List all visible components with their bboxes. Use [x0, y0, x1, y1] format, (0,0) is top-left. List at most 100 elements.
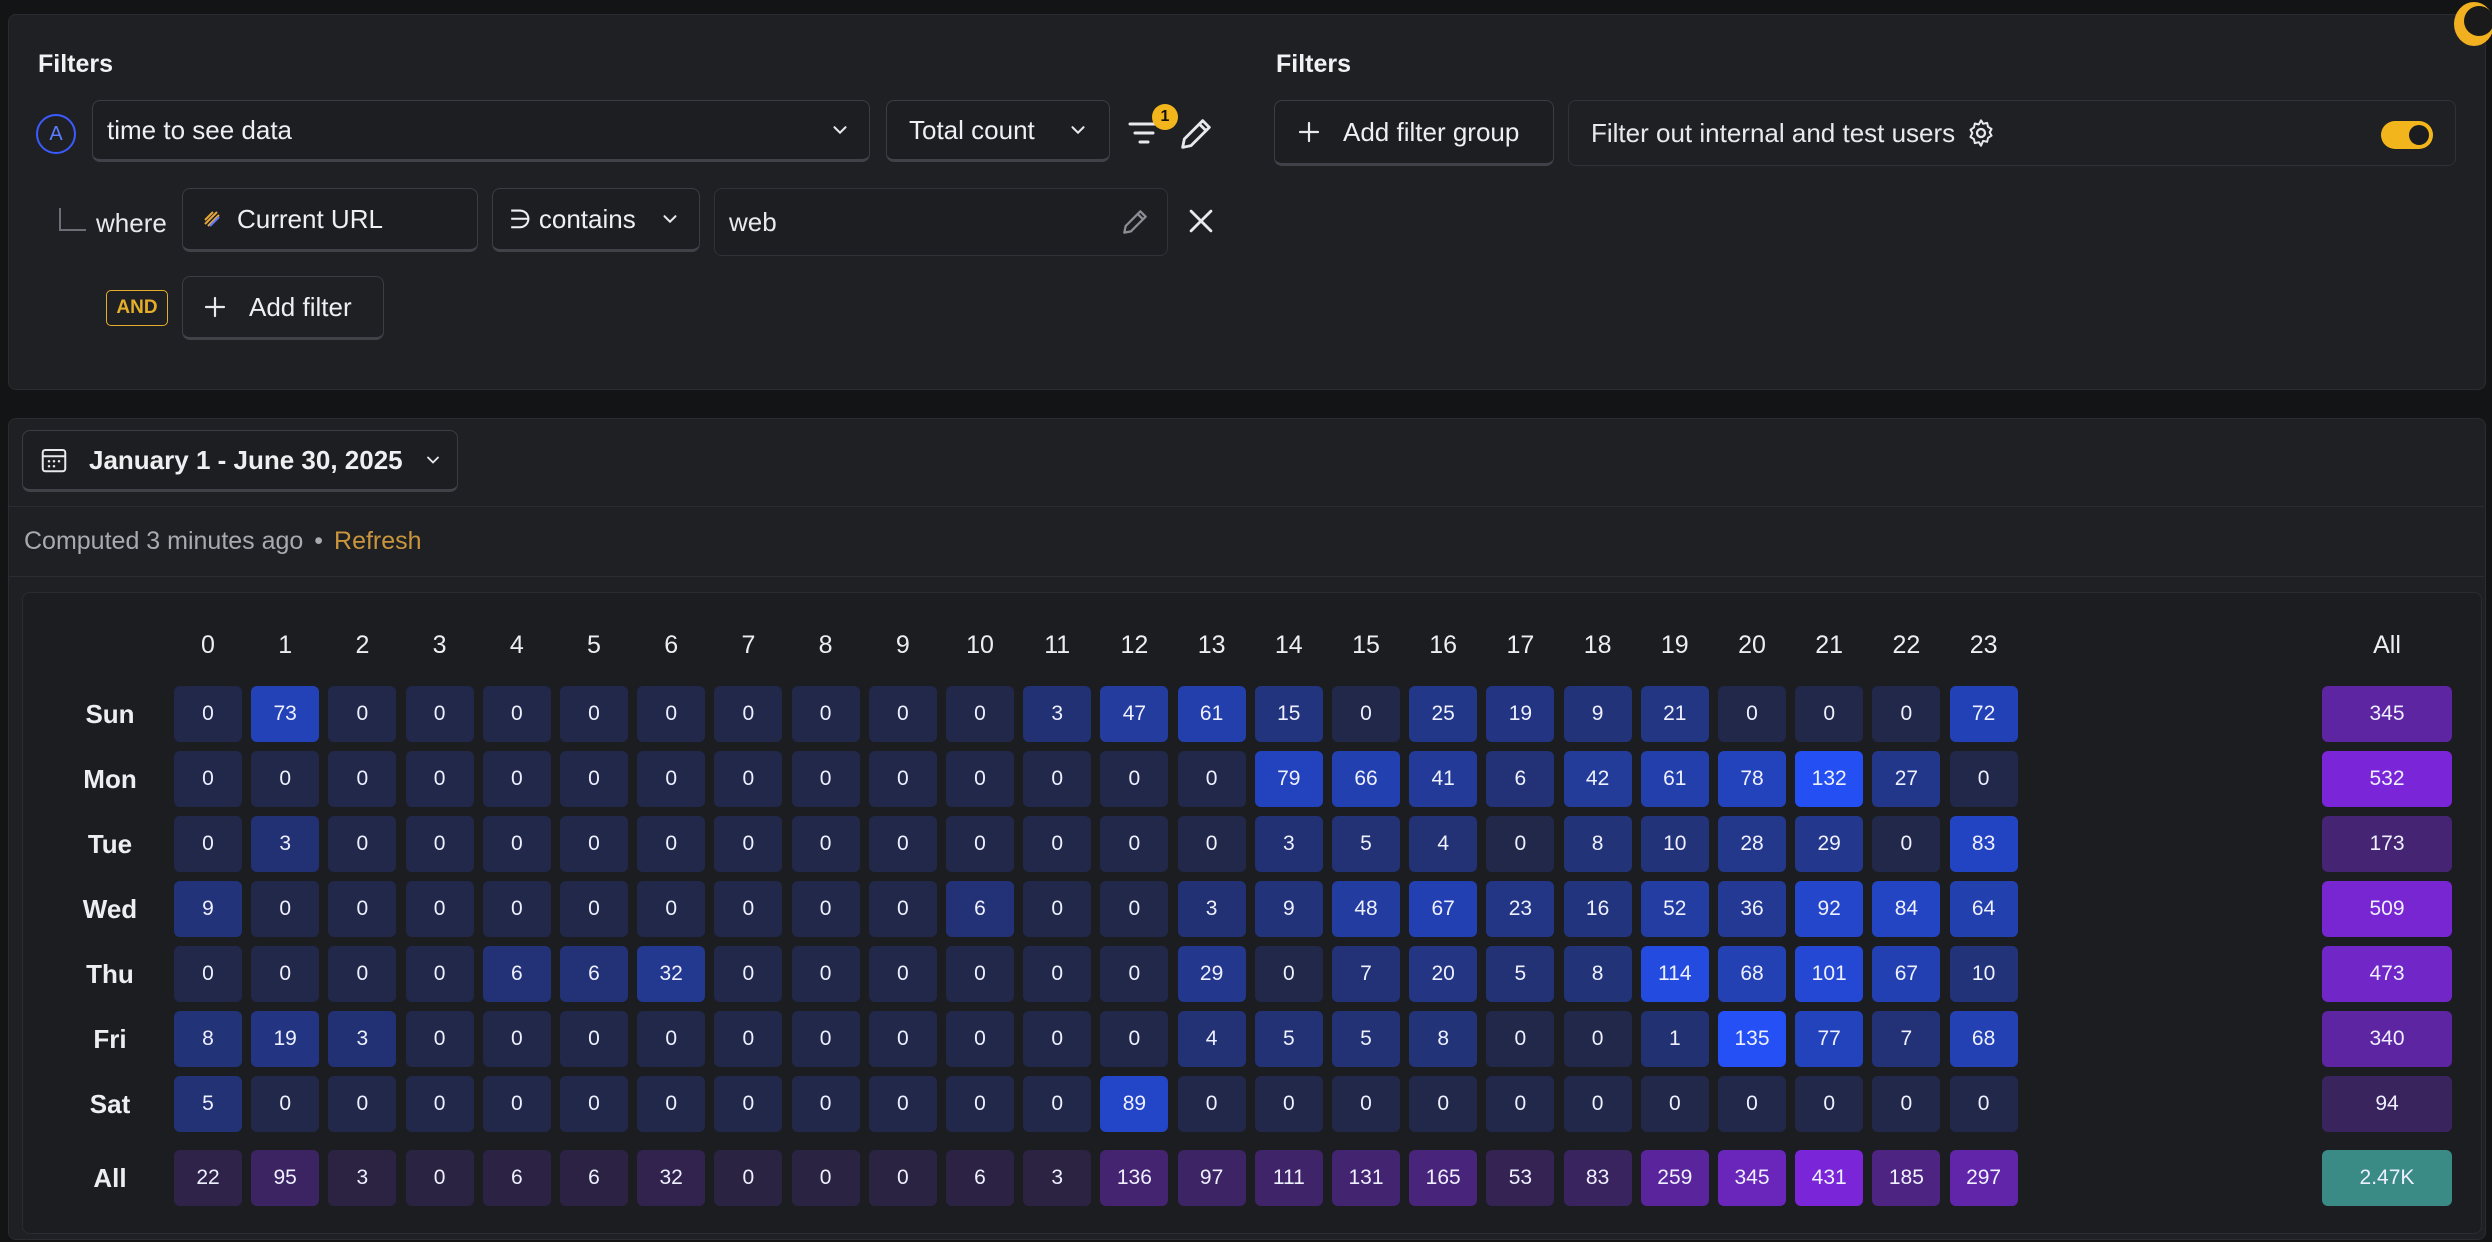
- heatmap-cell[interactable]: 15: [1254, 686, 1323, 742]
- heatmap-cell[interactable]: 0: [560, 751, 628, 807]
- heatmap-cell[interactable]: 4: [1409, 816, 1478, 872]
- heatmap-cell[interactable]: 0: [946, 1076, 1014, 1132]
- heatmap-cell[interactable]: 0: [1023, 816, 1092, 872]
- heatmap-cell[interactable]: 8: [1409, 1011, 1478, 1067]
- heatmap-cell[interactable]: 0: [1486, 1076, 1555, 1132]
- row-total-cell[interactable]: 173: [2322, 816, 2452, 872]
- column-total-cell[interactable]: 431: [1795, 1150, 1864, 1206]
- heatmap-cell[interactable]: 0: [1718, 1076, 1786, 1132]
- heatmap-cell[interactable]: 0: [1100, 946, 1169, 1002]
- heatmap-cell[interactable]: 77: [1795, 1011, 1864, 1067]
- heatmap-cell[interactable]: 5: [1254, 1011, 1323, 1067]
- heatmap-cell[interactable]: 0: [791, 946, 860, 1002]
- heatmap-cell[interactable]: 0: [251, 881, 320, 937]
- heatmap-cell[interactable]: 0: [328, 816, 397, 872]
- heatmap-cell[interactable]: 0: [946, 686, 1014, 742]
- column-total-cell[interactable]: 111: [1254, 1150, 1323, 1206]
- heatmap-cell[interactable]: 0: [560, 686, 628, 742]
- heatmap-cell[interactable]: 0: [1023, 1076, 1092, 1132]
- column-total-cell[interactable]: 0: [791, 1150, 860, 1206]
- heatmap-cell[interactable]: 0: [714, 816, 783, 872]
- heatmap-cell[interactable]: 101: [1795, 946, 1864, 1002]
- filter-value-input[interactable]: web: [714, 188, 1168, 256]
- heatmap-cell[interactable]: 0: [868, 816, 937, 872]
- heatmap-cell[interactable]: 0: [1177, 816, 1246, 872]
- heatmap-cell[interactable]: 9: [174, 881, 242, 937]
- column-total-cell[interactable]: 95: [251, 1150, 320, 1206]
- heatmap-cell[interactable]: 5: [1332, 1011, 1400, 1067]
- heatmap-cell[interactable]: 0: [714, 946, 783, 1002]
- heatmap-cell[interactable]: 5: [174, 1076, 242, 1132]
- heatmap-cell[interactable]: 0: [714, 1076, 783, 1132]
- heatmap-cell[interactable]: 0: [1254, 946, 1323, 1002]
- heatmap-cell[interactable]: 0: [1177, 751, 1246, 807]
- heatmap-cell[interactable]: 3: [251, 816, 320, 872]
- column-total-cell[interactable]: 32: [637, 1150, 706, 1206]
- heatmap-cell[interactable]: 0: [405, 946, 474, 1002]
- heatmap-cell[interactable]: 20: [1409, 946, 1478, 1002]
- heatmap-cell[interactable]: 78: [1718, 751, 1786, 807]
- heatmap-cell[interactable]: 0: [482, 1076, 551, 1132]
- column-total-cell[interactable]: 297: [1949, 1150, 2018, 1206]
- heatmap-cell[interactable]: 0: [1100, 751, 1169, 807]
- heatmap-cell[interactable]: 135: [1718, 1011, 1786, 1067]
- heatmap-cell[interactable]: 0: [482, 686, 551, 742]
- row-total-cell[interactable]: 473: [2322, 946, 2452, 1002]
- heatmap-cell[interactable]: 0: [1100, 881, 1169, 937]
- heatmap-cell[interactable]: 66: [1332, 751, 1400, 807]
- heatmap-cell[interactable]: 0: [482, 816, 551, 872]
- heatmap-cell[interactable]: 0: [946, 1011, 1014, 1067]
- heatmap-cell[interactable]: 3: [1254, 816, 1323, 872]
- heatmap-cell[interactable]: 0: [1177, 1076, 1246, 1132]
- heatmap-cell[interactable]: 0: [328, 946, 397, 1002]
- heatmap-cell[interactable]: 64: [1949, 881, 2018, 937]
- heatmap-cell[interactable]: 0: [405, 1011, 474, 1067]
- heatmap-cell[interactable]: 84: [1872, 881, 1941, 937]
- heatmap-cell[interactable]: 92: [1795, 881, 1864, 937]
- heatmap-cell[interactable]: 8: [1563, 946, 1632, 1002]
- heatmap-cell[interactable]: 68: [1949, 1011, 2018, 1067]
- heatmap-cell[interactable]: 5: [1486, 946, 1555, 1002]
- pencil-icon[interactable]: [1119, 206, 1151, 238]
- grand-total-cell[interactable]: 2.47K: [2322, 1150, 2452, 1206]
- row-total-cell[interactable]: 340: [2322, 1011, 2452, 1067]
- heatmap-cell[interactable]: 0: [946, 751, 1014, 807]
- internal-users-toggle[interactable]: [2381, 121, 2433, 149]
- heatmap-cell[interactable]: 0: [328, 686, 397, 742]
- heatmap-cell[interactable]: 0: [251, 946, 320, 1002]
- heatmap-cell[interactable]: 0: [791, 1076, 860, 1132]
- column-total-cell[interactable]: 259: [1640, 1150, 1709, 1206]
- heatmap-cell[interactable]: 0: [868, 751, 937, 807]
- heatmap-cell[interactable]: 132: [1795, 751, 1864, 807]
- column-total-cell[interactable]: 0: [868, 1150, 937, 1206]
- heatmap-cell[interactable]: 0: [174, 751, 242, 807]
- add-filter-button[interactable]: Add filter: [182, 276, 384, 340]
- heatmap-cell[interactable]: 0: [637, 751, 706, 807]
- heatmap-cell[interactable]: 5: [1332, 816, 1400, 872]
- heatmap-cell[interactable]: 0: [482, 881, 551, 937]
- avatar[interactable]: [2454, 2, 2492, 46]
- heatmap-cell[interactable]: 67: [1872, 946, 1941, 1002]
- heatmap-cell[interactable]: 0: [251, 1076, 320, 1132]
- heatmap-cell[interactable]: 0: [1718, 686, 1786, 742]
- heatmap-cell[interactable]: 0: [1023, 946, 1092, 1002]
- heatmap-cell[interactable]: 0: [1332, 686, 1400, 742]
- heatmap-cell[interactable]: 0: [946, 946, 1014, 1002]
- heatmap-cell[interactable]: 4: [1177, 1011, 1246, 1067]
- heatmap-cell[interactable]: 0: [405, 1076, 474, 1132]
- row-total-cell[interactable]: 345: [2322, 686, 2452, 742]
- heatmap-cell[interactable]: 48: [1332, 881, 1400, 937]
- heatmap-cell[interactable]: 79: [1254, 751, 1323, 807]
- heatmap-cell[interactable]: 0: [174, 686, 242, 742]
- heatmap-cell[interactable]: 41: [1409, 751, 1478, 807]
- column-total-cell[interactable]: 83: [1563, 1150, 1632, 1206]
- heatmap-cell[interactable]: 89: [1100, 1076, 1169, 1132]
- heatmap-cell[interactable]: 0: [560, 1076, 628, 1132]
- column-total-cell[interactable]: 131: [1332, 1150, 1400, 1206]
- heatmap-cell[interactable]: 0: [1872, 816, 1941, 872]
- heatmap-cell[interactable]: 23: [1486, 881, 1555, 937]
- heatmap-cell[interactable]: 36: [1718, 881, 1786, 937]
- heatmap-cell[interactable]: 0: [637, 1076, 706, 1132]
- column-total-cell[interactable]: 97: [1177, 1150, 1246, 1206]
- column-total-cell[interactable]: 0: [405, 1150, 474, 1206]
